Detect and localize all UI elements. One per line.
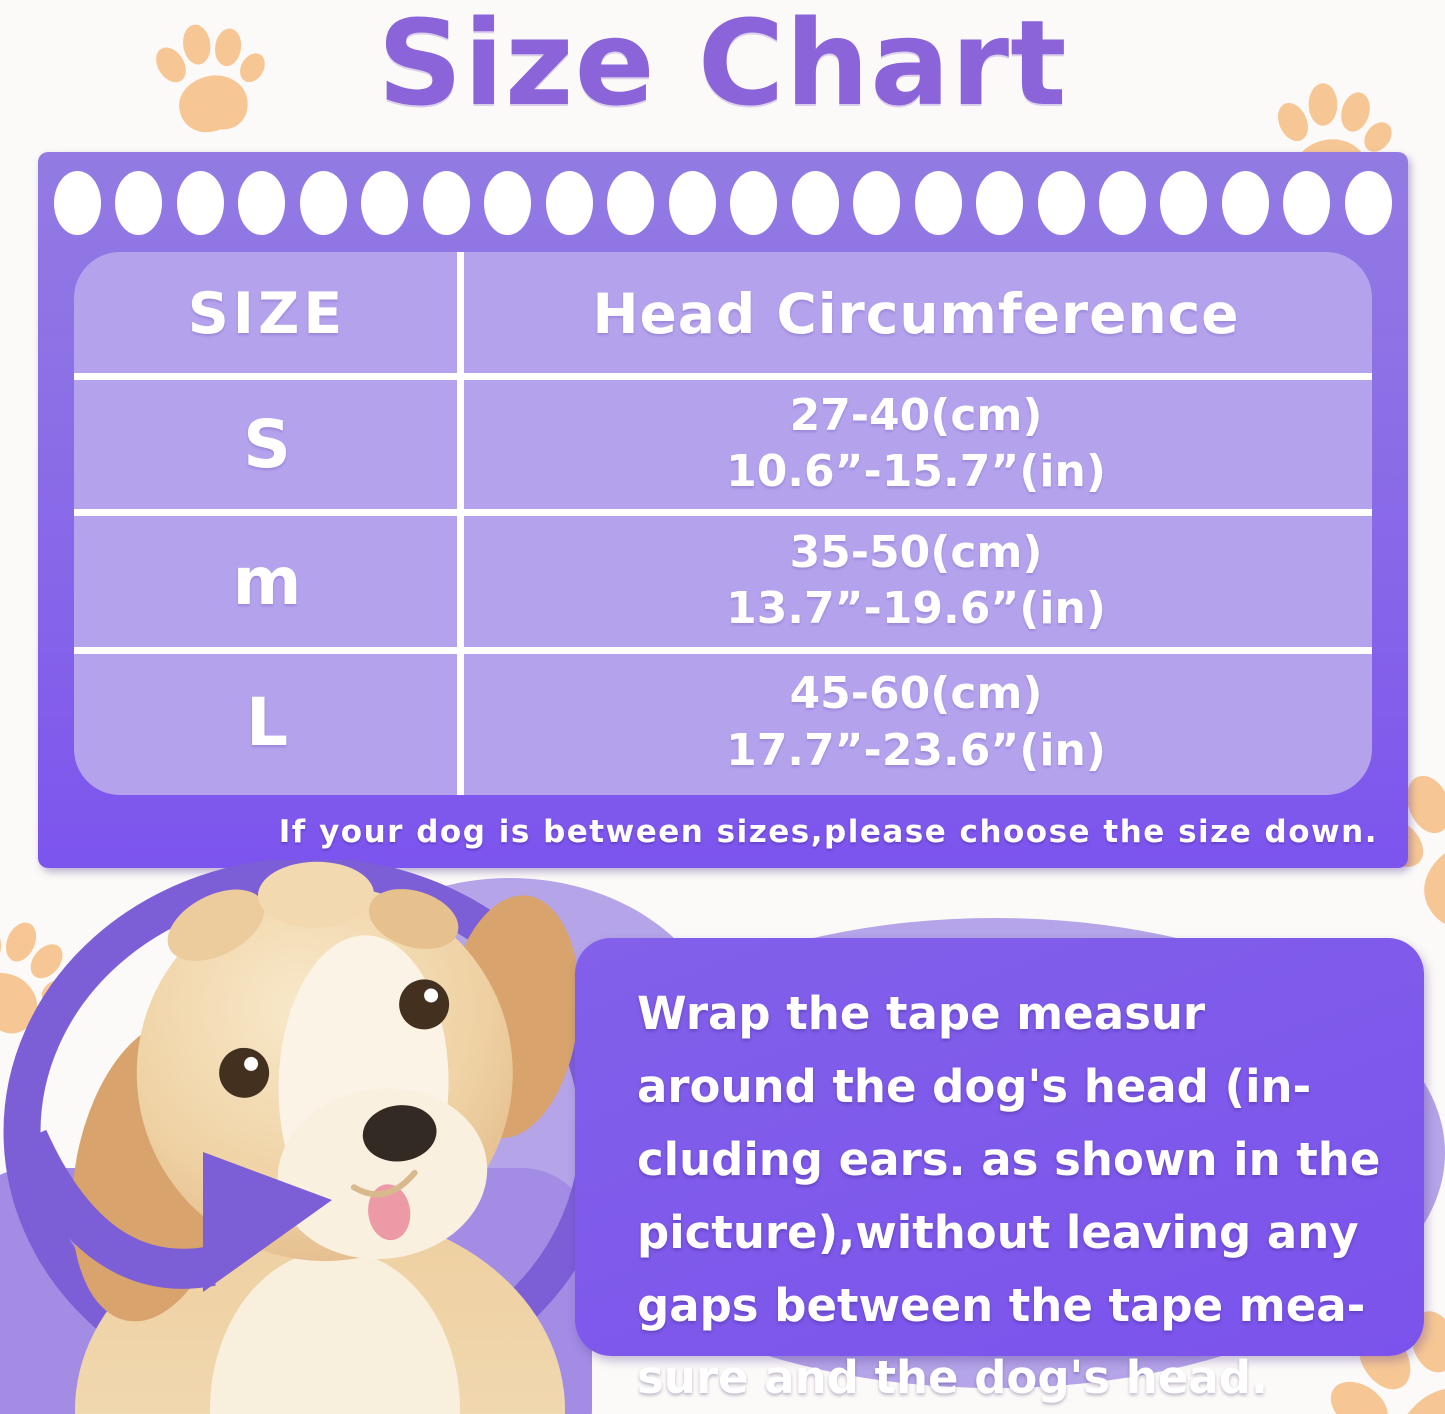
measuring-instruction-box: Wrap the tape measur around the dog's he… <box>575 938 1424 1404</box>
scallop-dot <box>607 171 655 235</box>
scallop-dot <box>791 171 839 235</box>
scallop-dot <box>1344 171 1392 235</box>
scallop-dot <box>668 171 716 235</box>
table-row-divider <box>74 647 1372 654</box>
measure-arrow-head-icon <box>9 1129 332 1292</box>
row-value-s: 27-40(cm) 10.6”-15.7”(in) <box>460 376 1372 512</box>
page-title: Size Chart <box>377 0 1068 132</box>
scallop-dot <box>238 171 286 235</box>
row-value-l: 45-60(cm) 17.7”-23.6”(in) <box>460 650 1372 795</box>
scallop-dot <box>545 171 593 235</box>
scallop-dot <box>730 171 778 235</box>
row-label-l: L <box>245 684 289 761</box>
size-chart-panel: SIZE Head Circumference S 27-40(cm) 10.6… <box>38 152 1408 868</box>
row-label-s: S <box>243 405 291 483</box>
scallop-dot <box>484 171 532 235</box>
scallop-dot <box>976 171 1024 235</box>
scallop-dot <box>176 171 224 235</box>
table-row-divider <box>74 509 1372 516</box>
row-value-m: 35-50(cm) 13.7”-19.6”(in) <box>460 512 1372 650</box>
scallop-dot <box>1098 171 1146 235</box>
scallop-dot <box>1283 171 1331 235</box>
scallop-dot <box>361 171 409 235</box>
value-cm: 35-50(cm) <box>789 526 1043 578</box>
scallop-dot <box>1221 171 1269 235</box>
scallop-dot <box>1160 171 1208 235</box>
value-cm: 27-40(cm) <box>789 389 1043 441</box>
measuring-instruction-text: Wrap the tape measur around the dog's he… <box>637 987 1381 1405</box>
scallop-dot <box>54 171 101 235</box>
value-in: 13.7”-19.6”(in) <box>726 583 1106 634</box>
column-header-size: SIZE <box>187 281 347 347</box>
column-header-circumference: Head Circumference <box>592 282 1240 346</box>
table-column-divider <box>457 252 464 795</box>
scallop-dot <box>914 171 962 235</box>
size-chart-table: SIZE Head Circumference S 27-40(cm) 10.6… <box>74 252 1372 795</box>
sizing-note: If your dog is between sizes,please choo… <box>278 814 1378 850</box>
scallop-dot <box>422 171 470 235</box>
scallop-dot-strip <box>54 170 1392 236</box>
value-in: 10.6”-15.7”(in) <box>726 446 1106 497</box>
scallop-dot <box>1037 171 1085 235</box>
scallop-dot <box>299 171 347 235</box>
value-in: 17.7”-23.6”(in) <box>726 724 1106 776</box>
table-row-divider <box>74 373 1372 380</box>
value-cm: 45-60(cm) <box>789 668 1043 720</box>
scallop-dot <box>853 171 901 235</box>
scallop-dot <box>115 171 163 235</box>
row-label-m: m <box>232 542 302 620</box>
paw-print-icon <box>146 14 276 139</box>
